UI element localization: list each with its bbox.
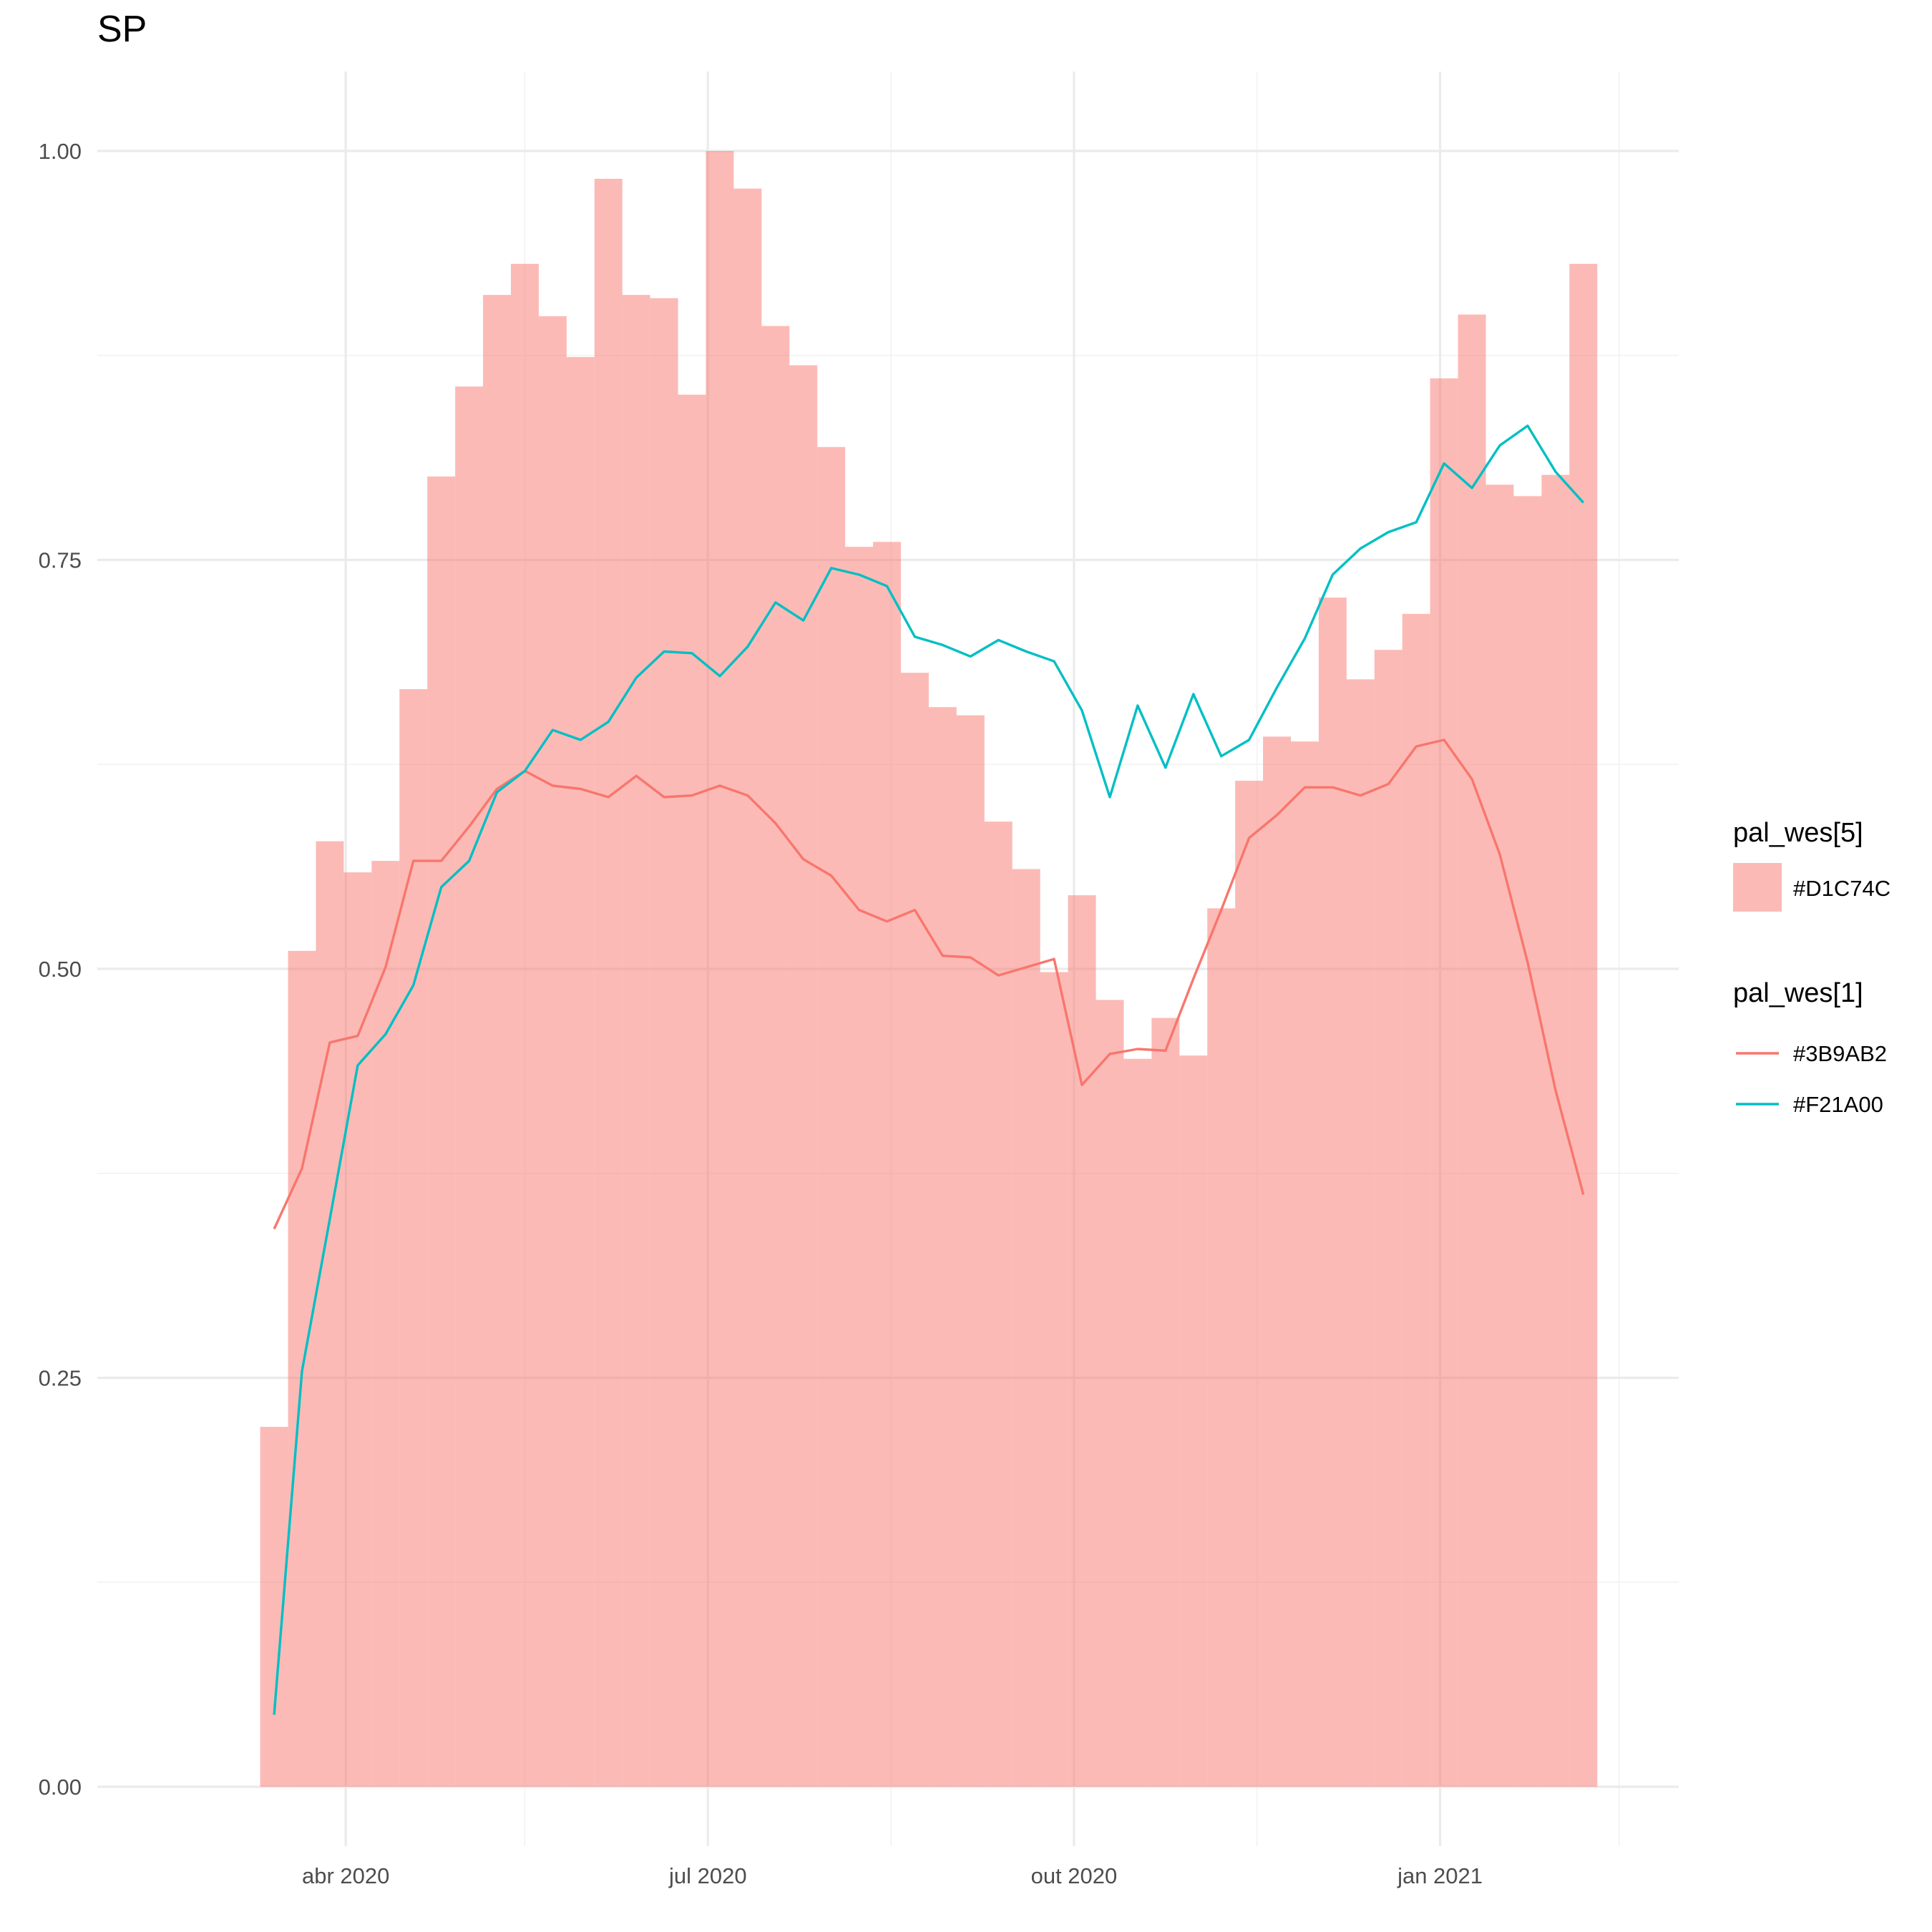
- bar: [984, 821, 1013, 1787]
- bar: [873, 542, 901, 1787]
- bar: [789, 365, 818, 1787]
- bar: [845, 547, 874, 1787]
- bar: [427, 476, 456, 1787]
- legend-title-fill: pal_wes[5]: [1733, 818, 1863, 848]
- bar: [510, 263, 539, 1787]
- bar: [1318, 597, 1347, 1787]
- legend-title-line: pal_wes[1]: [1733, 978, 1863, 1008]
- legend-key-fill: [1733, 863, 1782, 912]
- bar: [1541, 474, 1570, 1787]
- bar: [343, 872, 372, 1787]
- bar: [901, 673, 929, 1787]
- bar: [1123, 1058, 1152, 1787]
- bar: [594, 178, 623, 1787]
- x-tick-label: abr 2020: [302, 1863, 389, 1888]
- bar: [566, 357, 595, 1787]
- bar: [650, 298, 678, 1787]
- bar: [817, 447, 846, 1787]
- legend: pal_wes[5] #D1C74C pal_wes[1] #3B9AB2 #F…: [1733, 818, 1890, 1117]
- bar: [733, 188, 762, 1787]
- bar: [706, 151, 734, 1787]
- bar: [678, 394, 706, 1787]
- bar: [956, 715, 985, 1787]
- y-tick-label: 0.50: [39, 957, 82, 982]
- bar: [483, 295, 511, 1787]
- y-tick-label: 0.25: [39, 1366, 82, 1391]
- bar: [371, 861, 400, 1787]
- line-series: [273, 424, 1585, 1715]
- bar: [928, 707, 957, 1787]
- y-tick-label: 0.75: [39, 548, 82, 573]
- bar: [1485, 484, 1514, 1787]
- x-tick-label: out 2020: [1031, 1863, 1118, 1888]
- y-axis: 0.00 0.25 0.50 0.75 1.00: [39, 139, 82, 1800]
- line-series-1: [273, 738, 1585, 1230]
- bar: [399, 689, 428, 1787]
- bar: [1402, 613, 1430, 1787]
- bar: [1569, 263, 1598, 1787]
- bar: [1374, 650, 1402, 1787]
- line-series-2: [273, 424, 1585, 1715]
- bar: [1235, 781, 1264, 1787]
- legend-label-line-1: #3B9AB2: [1793, 1041, 1887, 1066]
- bar: [1346, 679, 1375, 1787]
- bar: [1291, 741, 1319, 1787]
- legend-label-fill: #D1C74C: [1793, 876, 1890, 901]
- bar: [1068, 895, 1096, 1787]
- x-tick-label: jul 2020: [668, 1863, 747, 1888]
- bar: [761, 326, 790, 1787]
- bar: [538, 316, 567, 1787]
- bar: [1040, 972, 1068, 1787]
- bar: [1179, 1055, 1208, 1787]
- bar: [1096, 1000, 1124, 1787]
- x-axis: abr 2020 jul 2020 out 2020 jan 2021: [302, 1863, 1483, 1888]
- x-tick-label: jan 2021: [1397, 1863, 1483, 1888]
- y-tick-label: 0.00: [39, 1775, 82, 1800]
- y-tick-label: 1.00: [39, 139, 82, 164]
- bar: [1151, 1018, 1180, 1787]
- bar: [1458, 314, 1486, 1787]
- bar: [622, 295, 650, 1787]
- bar: [1430, 378, 1458, 1787]
- bar: [1513, 496, 1542, 1787]
- bar: [1207, 908, 1236, 1787]
- bar-series: [260, 151, 1598, 1787]
- bar: [1263, 736, 1292, 1787]
- bar: [316, 841, 344, 1787]
- bar: [1012, 869, 1040, 1787]
- chart-title: SP: [97, 9, 147, 50]
- bar: [455, 386, 484, 1787]
- legend-label-line-2: #F21A00: [1793, 1092, 1883, 1117]
